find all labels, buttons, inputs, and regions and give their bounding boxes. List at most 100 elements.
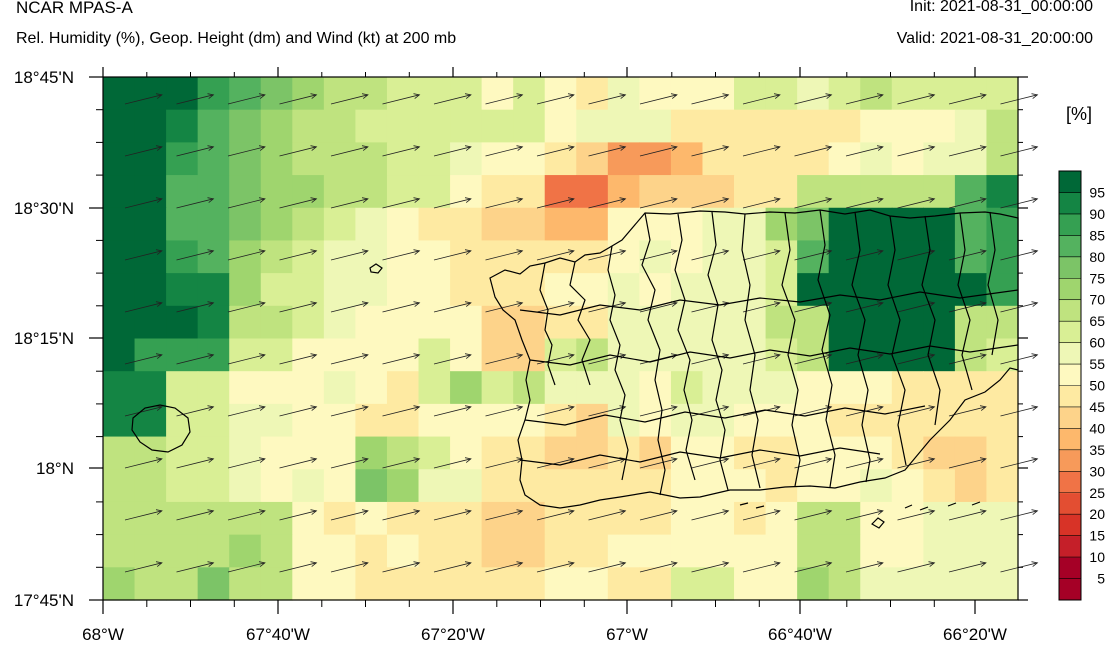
humidity-cell <box>544 469 577 503</box>
wind-arrowhead <box>413 405 421 411</box>
humidity-cell <box>260 534 293 568</box>
wind-arrow <box>588 406 626 417</box>
humidity-cell <box>891 371 924 405</box>
humidity-cell <box>513 469 546 503</box>
humidity-cell <box>386 567 420 601</box>
coastline-and-municipal-boundaries <box>131 209 1019 529</box>
wind-arrow <box>536 406 574 417</box>
humidity-cell <box>797 305 830 340</box>
wind-arrow <box>1000 406 1038 417</box>
wind-arrow <box>897 510 935 521</box>
colorbar-swatch <box>1059 449 1081 472</box>
wind-arrow <box>794 458 832 469</box>
wind-arrowhead <box>979 249 987 255</box>
humidity-cell <box>607 175 640 209</box>
wind-arrowhead <box>258 93 266 99</box>
wind-arrow <box>330 510 368 521</box>
humidity-cell <box>323 403 357 438</box>
wind-arrowhead <box>773 509 781 515</box>
colorbar-label: 40 <box>1089 420 1105 436</box>
humidity-cell <box>260 273 293 307</box>
wind-arrow <box>227 198 265 209</box>
wind-arrow <box>330 458 368 469</box>
wind-arrow <box>588 198 626 209</box>
wind-arrowhead <box>722 509 730 515</box>
wind-arrow <box>639 250 677 261</box>
wind-arrow <box>176 354 214 365</box>
wind-arrow <box>124 302 162 313</box>
colorbar-label: 30 <box>1089 463 1105 479</box>
wind-arrow <box>948 302 986 313</box>
humidity-cell <box>166 338 199 372</box>
humidity-cell <box>166 567 199 601</box>
wind-arrowhead <box>310 197 318 203</box>
humidity-cell <box>323 240 357 274</box>
wind-arrowhead <box>361 249 369 255</box>
humidity-cell <box>323 142 357 176</box>
humidity-cell <box>639 567 672 601</box>
humidity-cell <box>797 534 830 568</box>
wind-arrow <box>433 510 471 521</box>
colorbar-label: 45 <box>1089 399 1105 415</box>
wind-arrow <box>485 510 523 521</box>
humidity-cell <box>765 240 798 274</box>
wind-arrowhead <box>516 509 524 515</box>
humidity-cell <box>765 175 798 209</box>
humidity-cell <box>544 142 577 176</box>
wind-arrowhead <box>619 249 627 255</box>
humidity-cell <box>450 501 483 536</box>
humidity-cell <box>765 338 798 372</box>
wind-arrow <box>588 94 626 105</box>
wind-arrow <box>639 510 677 521</box>
mona-island-outline <box>131 404 191 453</box>
wind-arrow <box>382 94 420 105</box>
wind-arrow <box>742 510 780 521</box>
humidity-cell <box>386 240 420 274</box>
humidity-cell <box>355 109 388 143</box>
humidity-cell <box>355 371 388 405</box>
wind-arrowhead <box>876 145 884 151</box>
wind-arrow <box>536 146 574 157</box>
wind-arrow <box>897 302 935 313</box>
y-tick-label: 18°15'N <box>14 329 74 348</box>
wind-arrowhead <box>825 561 833 567</box>
humidity-cell <box>923 175 956 209</box>
humidity-cell <box>639 77 672 111</box>
wind-arrowhead <box>1031 457 1039 463</box>
humidity-cell <box>923 273 956 307</box>
wind-arrow <box>588 146 626 157</box>
wind-arrowhead <box>773 457 781 463</box>
wind-arrow <box>588 302 626 313</box>
wind-arrow <box>845 146 883 157</box>
humidity-cell <box>103 273 136 307</box>
humidity-cell <box>197 175 230 209</box>
wind-arrowhead <box>670 509 678 515</box>
humidity-cell <box>292 142 325 176</box>
humidity-cell <box>797 240 830 274</box>
wind-arrow <box>279 94 317 105</box>
boundary-line <box>569 261 591 386</box>
wind-arrowhead <box>258 509 266 515</box>
wind-arrow <box>639 406 677 417</box>
humidity-cell <box>765 305 798 340</box>
humidity-cell <box>765 142 798 176</box>
wind-arrowhead <box>670 405 678 411</box>
humidity-cell <box>229 371 262 405</box>
wind-arrowhead <box>464 405 472 411</box>
wind-arrow <box>124 354 162 365</box>
wind-arrowhead <box>979 457 987 463</box>
humidity-cell <box>450 109 483 143</box>
wind-arrowhead <box>619 145 627 151</box>
humidity-cell <box>576 109 609 143</box>
wind-arrow <box>382 406 420 417</box>
wind-arrowhead <box>928 301 936 307</box>
wind-arrowhead <box>619 509 627 515</box>
humidity-cell <box>513 77 546 111</box>
humidity-cell <box>797 77 830 111</box>
humidity-cell <box>103 77 136 111</box>
wind-arrowhead <box>207 457 215 463</box>
wind-arrow <box>897 406 935 417</box>
wind-arrow <box>742 146 780 157</box>
wind-arrowhead <box>155 353 163 359</box>
wind-arrow <box>124 562 162 573</box>
